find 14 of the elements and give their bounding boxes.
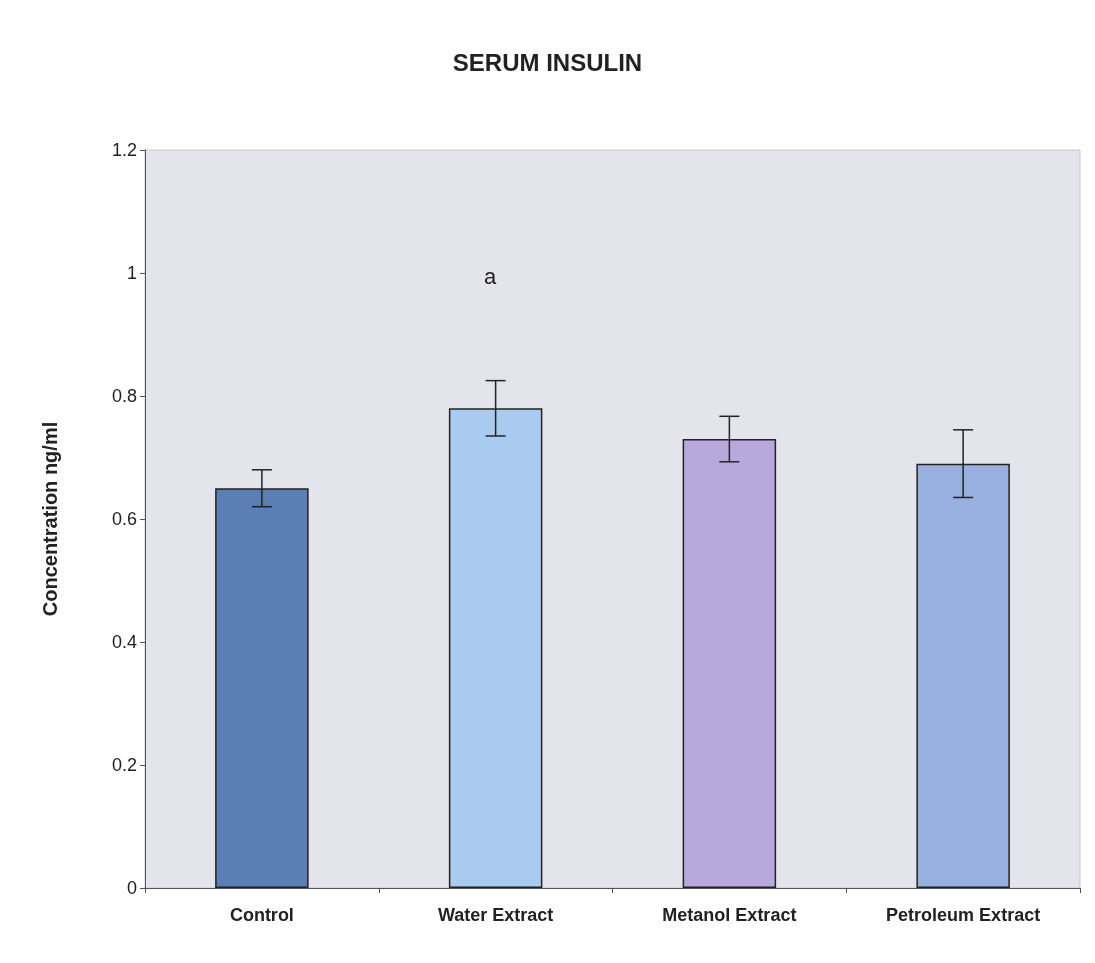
y-tick-label: 1 xyxy=(126,263,137,283)
annotation: a xyxy=(484,263,497,289)
y-tick-label: 0.2 xyxy=(111,755,137,775)
y-axis-title: Concentration ng/ml xyxy=(39,421,61,617)
x-tick-label: Water Extract xyxy=(437,905,554,925)
y-tick-label: 0.6 xyxy=(111,509,137,529)
y-tick-label: 1.2 xyxy=(111,140,137,160)
chart-title: SERUM INSULIN xyxy=(452,48,643,76)
x-tick-label: Petroleum Extract xyxy=(886,905,1041,925)
y-tick-label: 0 xyxy=(126,878,137,898)
x-tick-label: Control xyxy=(229,905,294,925)
x-tick-label: Metanol Extract xyxy=(662,905,797,925)
y-tick-label: 0.4 xyxy=(111,632,137,652)
y-tick-label: 0.8 xyxy=(111,386,137,406)
